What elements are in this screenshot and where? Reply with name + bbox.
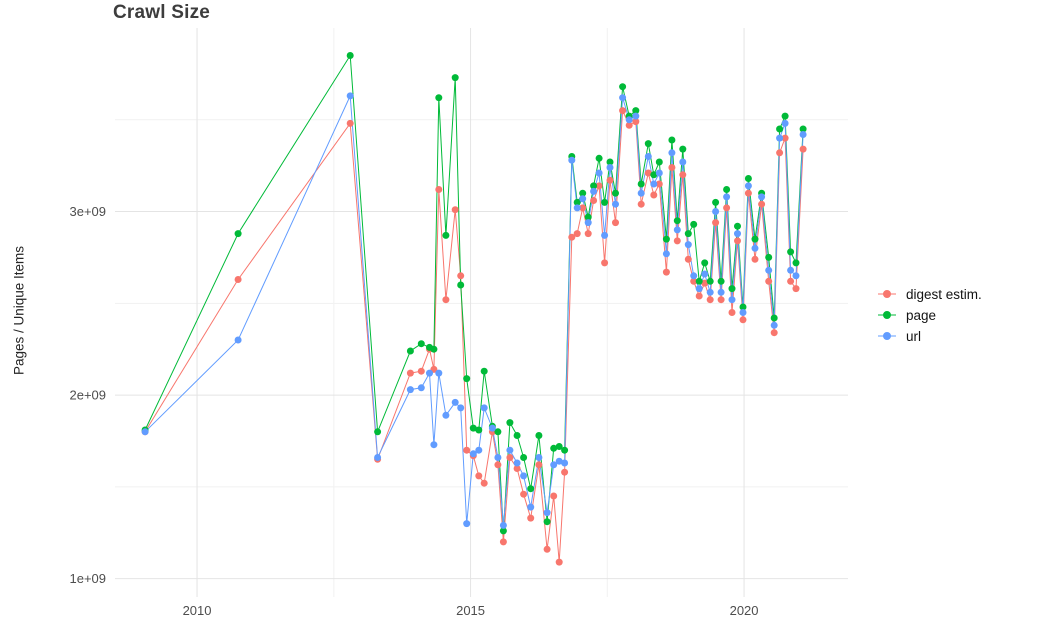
legend-label: digest estim.	[906, 286, 982, 302]
line-url	[144, 93, 804, 526]
series-lines	[144, 53, 804, 563]
legend-key-icon	[878, 311, 896, 319]
chart-title: Crawl Size	[113, 2, 211, 23]
x-tick-label: 2020	[730, 603, 759, 618]
line-digest-estim	[144, 110, 804, 563]
legend-label: url	[906, 328, 922, 344]
legend-item-page: page	[876, 307, 982, 323]
points-digest-estim	[141, 107, 807, 566]
legend: digest estim. page url	[876, 286, 982, 344]
y-tick-label: 2e+09	[69, 388, 106, 403]
legend-item-url: url	[876, 328, 982, 344]
gridlines-minor	[115, 28, 848, 597]
y-tick-label: 1e+09	[69, 571, 106, 586]
points-url	[141, 92, 807, 529]
legend-key-icon	[878, 290, 896, 298]
legend-item-digest-estim: digest estim.	[876, 286, 982, 302]
y-tick-label: 3e+09	[69, 204, 106, 219]
x-tick-label: 2010	[183, 603, 212, 618]
gridlines-major	[115, 28, 848, 597]
legend-key-icon	[878, 332, 896, 340]
x-tick-label: 2015	[456, 603, 485, 618]
legend-label: page	[906, 307, 937, 323]
